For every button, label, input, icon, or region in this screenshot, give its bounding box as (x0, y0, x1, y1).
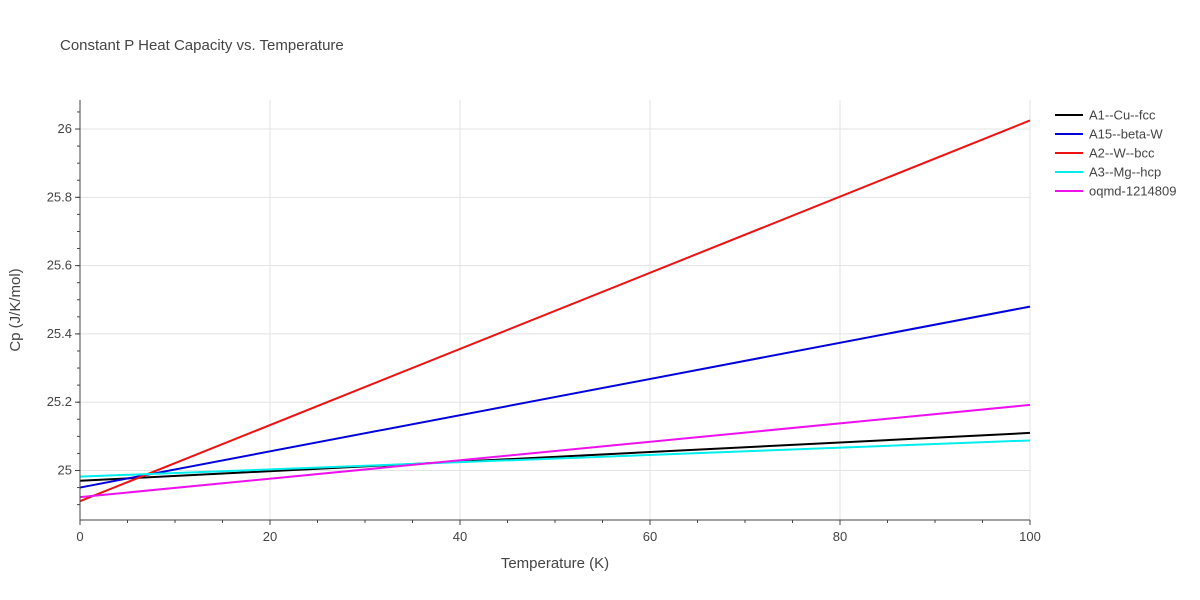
y-tick-label: 25 (58, 462, 72, 477)
y-tick-label: 25.8 (47, 189, 72, 204)
y-tick-label: 25.6 (47, 258, 72, 273)
plot-lines (79, 119, 1031, 503)
legend-label: oqmd-1214809 (1089, 184, 1176, 199)
x-tick-label: 0 (76, 529, 83, 544)
x-tick-label: 100 (1019, 529, 1041, 544)
legend-label: A15--beta-W (1089, 127, 1163, 142)
y-tick-label: 25.4 (47, 326, 72, 341)
series-line (79, 431, 1031, 482)
series-line (79, 119, 1031, 503)
series-line (79, 305, 1031, 489)
legend-item[interactable]: A3--Mg--hcp (1055, 165, 1161, 180)
series-line (79, 439, 1031, 478)
x-tick-label: 40 (453, 529, 467, 544)
axes: 0 20 40 60 80 100 25 25.2 25.4 25.6 25.8 26 (47, 100, 1041, 544)
legend-item[interactable]: A1--Cu--fcc (1055, 108, 1156, 123)
x-axis-title: Temperature (K) (501, 555, 609, 572)
y-tick-label: 25.2 (47, 394, 72, 409)
legend-label: A1--Cu--fcc (1089, 108, 1156, 123)
series-line (79, 403, 1031, 499)
x-tick-label: 60 (643, 529, 657, 544)
legend-label: A2--W--bcc (1089, 146, 1155, 161)
y-axis-title: Cp (J/K/mol) (7, 268, 24, 351)
legend-label: A3--Mg--hcp (1089, 165, 1161, 180)
legend-item[interactable]: A2--W--bcc (1055, 146, 1155, 161)
chart-title: Constant P Heat Capacity vs. Temperature (60, 37, 344, 54)
legend-item[interactable]: oqmd-1214809 (1055, 184, 1176, 199)
x-tick-label: 20 (263, 529, 277, 544)
legend[interactable]: A1--Cu--fcc A15--beta-W A2--W--bcc A3--Mg--… (1055, 108, 1176, 199)
y-tick-label: 26 (58, 121, 72, 136)
x-tick-label: 80 (833, 529, 847, 544)
legend-item[interactable]: A15--beta-W (1055, 127, 1163, 142)
